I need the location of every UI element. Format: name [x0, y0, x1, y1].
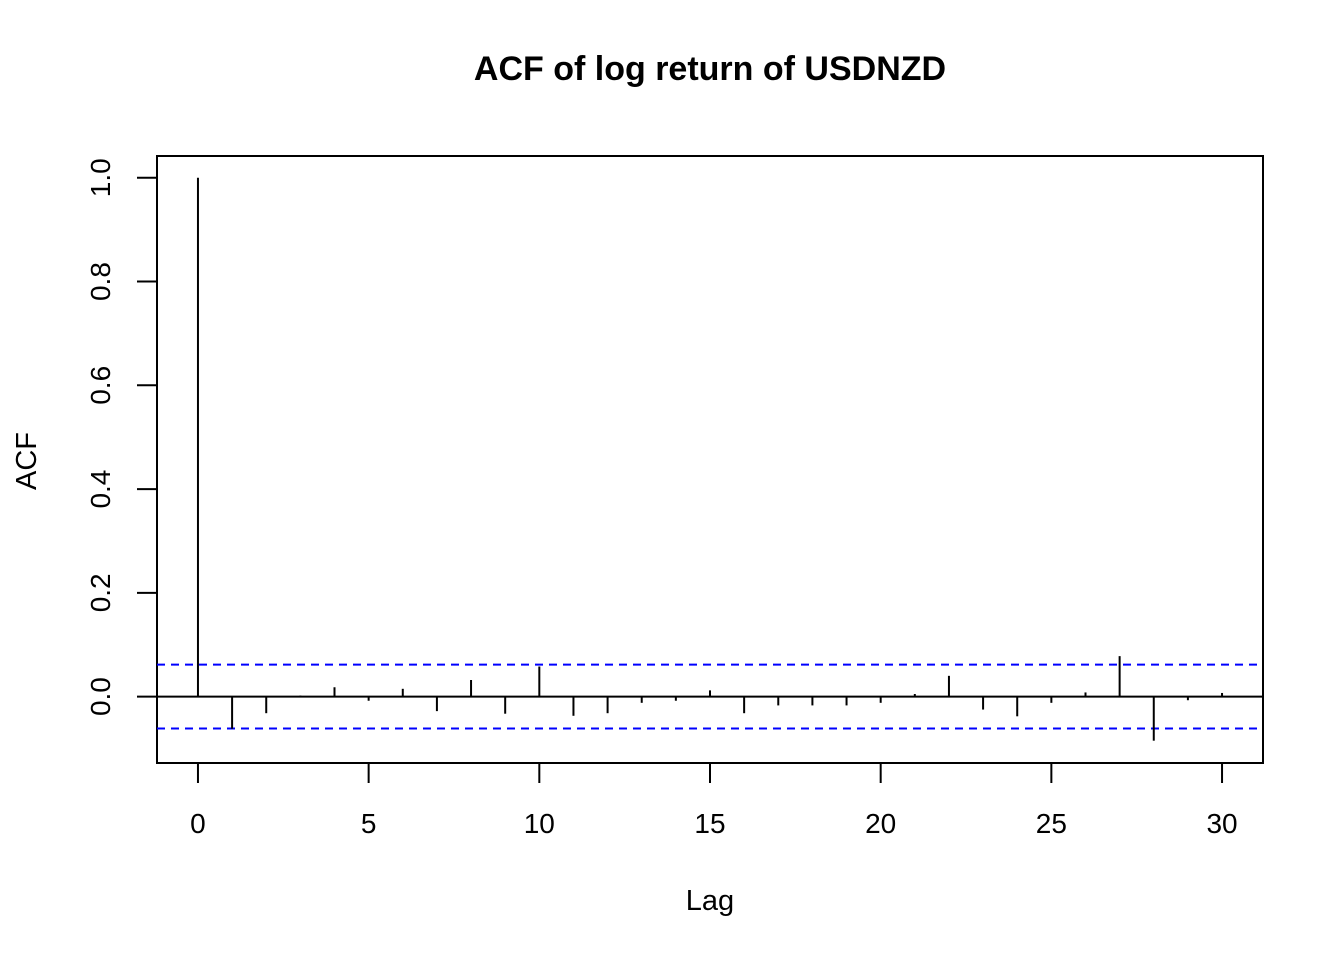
chart-title: ACF of log return of USDNZD	[474, 50, 946, 88]
y-tick-label: 0.2	[85, 573, 116, 612]
plot-frame	[156, 155, 1264, 764]
x-tick-label: 30	[1206, 808, 1237, 839]
y-tick-label: 0.0	[85, 677, 116, 716]
x-tick-label: 15	[694, 808, 725, 839]
y-tick-label: 0.8	[85, 262, 116, 301]
x-tick-label: 0	[190, 808, 206, 839]
x-tick-label: 5	[361, 808, 377, 839]
y-tick-label: 1.0	[85, 158, 116, 197]
x-tick-label: 20	[865, 808, 896, 839]
y-axis-label: ACF	[11, 432, 43, 490]
plot-area: 0 5 10 15 20 25 30 0.0 0.2 0.4 0.6 0.8 1.0	[85, 155, 1264, 839]
x-tick-label: 10	[524, 808, 555, 839]
y-tick-label: 0.6	[85, 366, 116, 405]
y-tick-label: 0.4	[85, 470, 116, 509]
x-tick-label: 25	[1036, 808, 1067, 839]
x-axis-label: Lag	[686, 885, 734, 917]
